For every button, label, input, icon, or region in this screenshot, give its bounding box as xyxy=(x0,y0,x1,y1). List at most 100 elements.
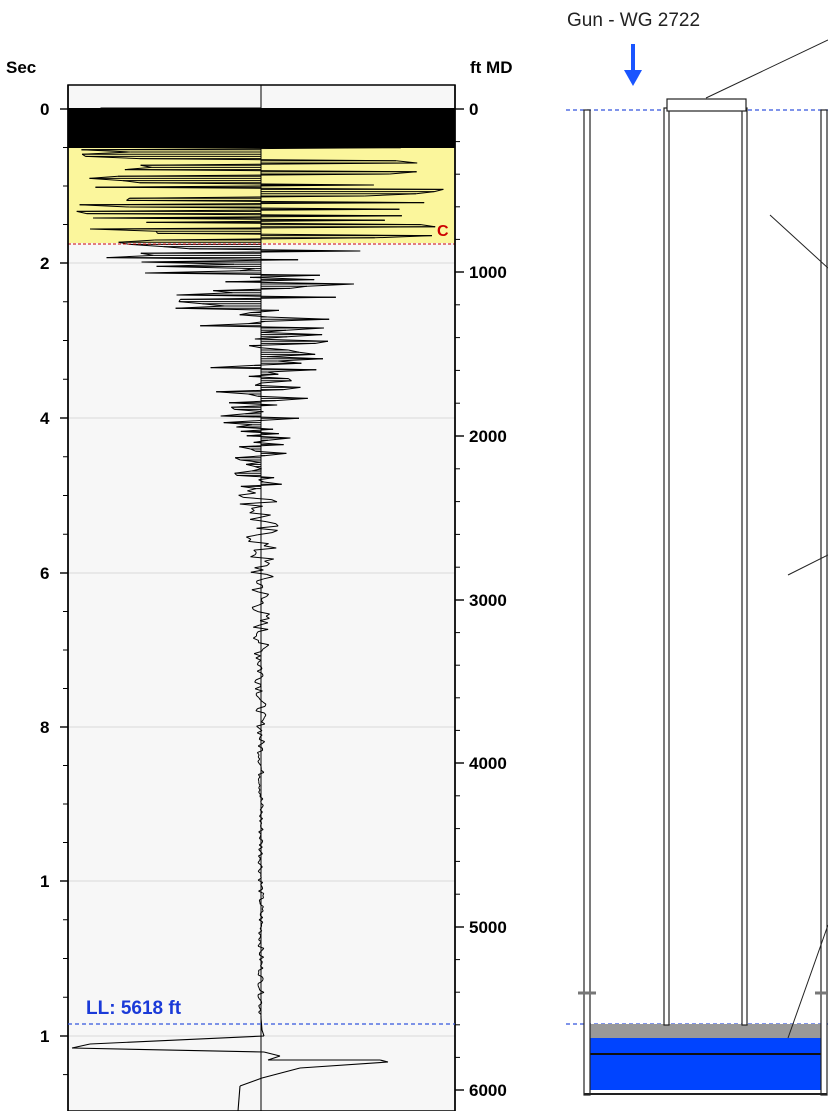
trace-segment xyxy=(259,617,270,622)
trace-segment xyxy=(261,961,263,964)
trace-segment xyxy=(234,457,241,461)
trace-segment xyxy=(262,717,265,720)
trace-segment xyxy=(257,879,263,883)
trace-segment xyxy=(238,494,244,498)
trace-segment xyxy=(76,208,400,212)
trace-segment xyxy=(89,1035,265,1045)
trace-segment xyxy=(265,521,277,525)
trace-segment xyxy=(240,485,257,490)
left-tick-label: 4 xyxy=(40,409,50,428)
right-tick-label: 1000 xyxy=(469,263,507,282)
trace-segment xyxy=(262,646,267,650)
trace-segment xyxy=(261,648,264,652)
trace-segment xyxy=(141,261,235,265)
trace-segment xyxy=(283,386,301,391)
left-tick-label: 6 xyxy=(40,564,49,583)
trace-segment xyxy=(248,540,269,545)
trace-segment xyxy=(374,235,432,239)
trace-segment xyxy=(264,703,267,707)
trace-segment xyxy=(257,749,263,754)
trace-segment xyxy=(277,358,323,362)
trace-segment xyxy=(258,787,261,791)
trace-segment xyxy=(189,248,361,252)
trace-segment xyxy=(213,287,291,292)
trace-segment xyxy=(126,199,425,204)
left-tick-label: 1 xyxy=(40,872,49,891)
trace-segment xyxy=(255,384,301,388)
trace-segment xyxy=(266,563,270,566)
trace-segment xyxy=(163,246,190,250)
trace-segment xyxy=(256,631,259,635)
trace-segment xyxy=(364,193,417,197)
trace-segment xyxy=(258,791,261,795)
arrow-down-icon xyxy=(624,44,642,86)
trace-segment xyxy=(111,131,455,135)
trace-segment xyxy=(258,932,262,936)
trace-segment xyxy=(254,567,264,571)
trace-segment xyxy=(257,774,261,778)
trace-segment xyxy=(255,655,261,659)
trace-segment xyxy=(89,175,119,179)
trace-segment xyxy=(261,595,267,600)
trace-segment xyxy=(261,978,264,982)
trace-segment xyxy=(200,323,249,327)
trace-segment xyxy=(180,296,336,300)
wellhead xyxy=(666,98,747,112)
gun-label: Gun - WG 2722 xyxy=(567,10,701,31)
trace-segment xyxy=(246,534,258,538)
trace-segment xyxy=(258,611,270,615)
trace-segment xyxy=(256,525,279,529)
trace-segment xyxy=(277,360,302,364)
trace-segment xyxy=(250,516,261,520)
trace-segment xyxy=(89,177,123,182)
trace-segment xyxy=(129,120,378,124)
trace-segment xyxy=(223,422,253,426)
trace-segment xyxy=(146,127,415,131)
trace-segment xyxy=(258,937,261,940)
trace-segment xyxy=(254,686,261,690)
trace-segment xyxy=(254,681,262,685)
trace-segment xyxy=(261,1067,301,1079)
callout-line-4 xyxy=(787,924,828,1039)
trace-segment xyxy=(247,488,257,492)
trace-segment xyxy=(154,237,375,241)
left-axis: 0 2 4 6 8 1 1 xyxy=(40,85,69,1111)
marker-c: C xyxy=(437,223,449,240)
trace-segment xyxy=(141,259,299,263)
trace-segment xyxy=(243,496,272,501)
trace-segment xyxy=(79,202,425,206)
callout-line-3 xyxy=(787,554,828,576)
trace-segment xyxy=(258,783,261,786)
trace-segment xyxy=(106,257,299,261)
trace-segment xyxy=(225,279,315,283)
trace-segment xyxy=(246,435,291,439)
trace-segment xyxy=(124,169,417,173)
trace-segment xyxy=(434,188,444,193)
trace-segment xyxy=(122,180,140,184)
trace-segment xyxy=(263,576,274,580)
trace-segment xyxy=(257,996,260,1000)
trace-segment xyxy=(95,184,374,188)
trace-segment xyxy=(258,849,262,852)
trace-segment xyxy=(100,107,130,111)
trace-segment xyxy=(157,232,432,237)
trace-segment xyxy=(253,635,257,639)
trace-segment xyxy=(231,406,235,410)
trace-segment xyxy=(258,697,261,701)
trace-segment xyxy=(248,373,279,377)
trace-segment xyxy=(288,349,300,353)
trace-segment xyxy=(90,226,436,230)
trace-segment xyxy=(261,840,264,843)
trace-segment xyxy=(220,415,300,419)
trace-segment xyxy=(240,430,279,435)
trace-segment xyxy=(255,657,261,661)
callout-line-1 xyxy=(705,39,828,99)
trace-segment xyxy=(260,769,265,773)
trace-segment xyxy=(258,835,261,839)
log-panel: C xyxy=(67,84,456,1111)
trace-segment xyxy=(93,217,385,221)
trace-segment xyxy=(257,395,308,399)
trace-segment xyxy=(117,173,390,177)
fluid-layer xyxy=(590,1038,822,1090)
trace-segment xyxy=(257,972,260,975)
